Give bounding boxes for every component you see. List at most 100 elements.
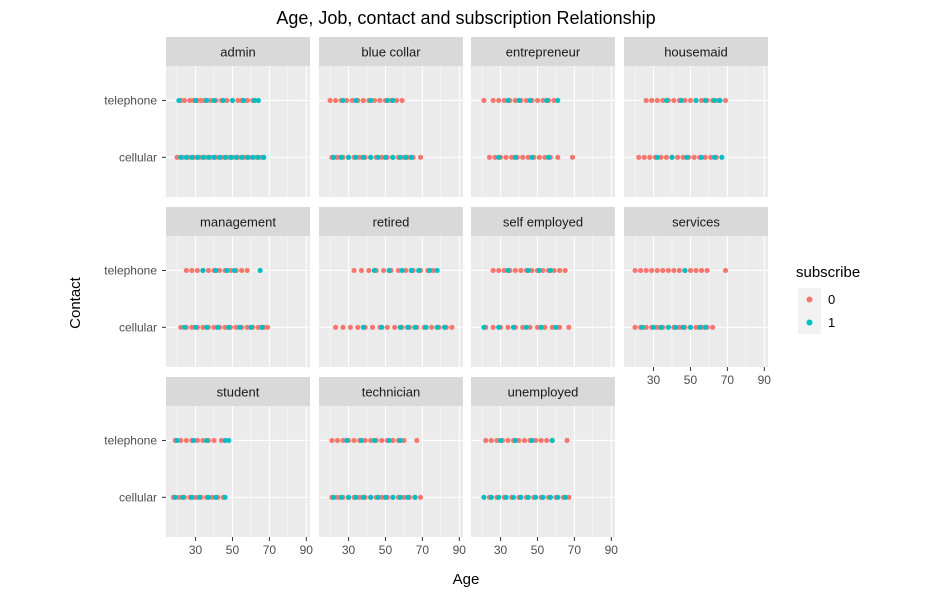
point-admin-telephone-1 xyxy=(255,97,261,104)
point-housemaid-telephone-1 xyxy=(717,97,723,104)
point-technician-telephone-1 xyxy=(386,437,392,444)
point-services-cellular-1 xyxy=(697,324,703,330)
point-housemaid-telephone-0 xyxy=(649,97,655,104)
x-tick-label-90: 90 xyxy=(453,543,467,557)
point-student-cellular-1 xyxy=(180,494,186,500)
point-services-telephone-1 xyxy=(682,267,688,274)
point-entrepreneur-cellular-0 xyxy=(492,154,498,160)
facet-label-retired: retired xyxy=(373,215,410,230)
panel-background-retired xyxy=(319,236,463,367)
point-self-employed-telephone-0 xyxy=(512,267,518,274)
point-admin-telephone-0 xyxy=(198,97,204,104)
point-management-cellular-0 xyxy=(211,324,217,330)
x-tick-label-70: 70 xyxy=(568,543,582,557)
facet-strip-housemaid xyxy=(624,37,768,66)
x-tick-label-30: 30 xyxy=(342,543,356,557)
point-technician-telephone-1 xyxy=(397,437,403,444)
point-self-employed-telephone-1 xyxy=(547,267,553,274)
point-management-telephone-0 xyxy=(244,267,250,274)
point-self-employed-telephone-0 xyxy=(540,267,546,274)
point-blue-collar-cellular-0 xyxy=(379,154,385,160)
point-management-cellular-1 xyxy=(237,324,243,330)
point-retired-telephone-1 xyxy=(434,267,440,274)
point-blue-collar-cellular-1 xyxy=(397,154,403,160)
facet-strip-student xyxy=(166,377,310,406)
point-retired-cellular-0 xyxy=(449,324,455,330)
point-entrepreneur-telephone-1 xyxy=(544,97,550,104)
point-admin-cellular-1 xyxy=(178,154,184,160)
point-blue-collar-cellular-0 xyxy=(417,154,424,160)
point-self-employed-telephone-0 xyxy=(557,267,563,274)
point-management-cellular-1 xyxy=(226,324,232,330)
point-admin-telephone-1 xyxy=(252,97,258,104)
point-unemployed-cellular-1 xyxy=(533,494,539,500)
facet-strip-blue-collar xyxy=(319,37,463,66)
point-technician-cellular-0 xyxy=(417,494,424,500)
point-technician-cellular-0 xyxy=(334,494,341,500)
point-management-cellular-1 xyxy=(259,324,265,330)
facet-strip-self-employed xyxy=(471,207,615,236)
x-tick-label-30: 30 xyxy=(647,373,661,387)
point-admin-cellular-1 xyxy=(228,154,234,160)
point-unemployed-telephone-1 xyxy=(549,437,555,444)
point-admin-cellular-1 xyxy=(255,154,261,160)
point-self-employed-telephone-1 xyxy=(525,267,531,274)
panel-background-housemaid xyxy=(624,66,768,197)
point-self-employed-cellular-0 xyxy=(505,324,511,330)
y-tick-label-cellular: cellular xyxy=(119,490,157,504)
point-management-telephone-0 xyxy=(239,267,245,274)
point-admin-cellular-1 xyxy=(233,154,239,160)
x-tick-label-30: 30 xyxy=(494,543,508,557)
point-self-employed-cellular-0 xyxy=(527,324,533,330)
point-blue-collar-cellular-1 xyxy=(353,154,359,160)
point-retired-telephone-0 xyxy=(395,267,401,274)
facet-strip-services xyxy=(624,207,768,236)
point-management-cellular-0 xyxy=(189,324,195,330)
point-retired-cellular-0 xyxy=(369,324,376,330)
point-retired-cellular-1 xyxy=(412,324,418,330)
point-blue-collar-cellular-1 xyxy=(345,154,352,160)
point-student-cellular-1 xyxy=(196,494,202,500)
point-housemaid-cellular-0 xyxy=(691,154,697,160)
point-admin-telephone-0 xyxy=(187,97,193,104)
point-management-cellular-0 xyxy=(200,324,206,330)
point-admin-telephone-0 xyxy=(207,97,213,104)
point-admin-cellular-1 xyxy=(183,154,189,160)
point-technician-cellular-1 xyxy=(412,494,418,500)
y-tick-label-cellular: cellular xyxy=(119,320,157,334)
point-blue-collar-cellular-1 xyxy=(390,154,396,160)
point-retired-cellular-1 xyxy=(434,324,440,330)
point-retired-cellular-0 xyxy=(429,324,435,330)
y-tick-label-telephone: telephone xyxy=(104,433,157,447)
point-unemployed-telephone-0 xyxy=(564,437,570,444)
point-technician-cellular-1 xyxy=(353,494,359,500)
point-entrepreneur-cellular-0 xyxy=(520,154,526,160)
facet-panels: admin cellular telephone blue collar entrepr… xyxy=(104,37,771,557)
point-student-telephone-0 xyxy=(183,437,189,444)
y-axis-title: Contact xyxy=(67,276,84,329)
point-technician-cellular-1 xyxy=(338,494,344,500)
point-unemployed-telephone-0 xyxy=(521,437,528,444)
point-admin-telephone-1 xyxy=(204,97,210,104)
point-management-cellular-0 xyxy=(233,324,239,330)
point-services-cellular-1 xyxy=(639,324,646,330)
x-tick-label-30: 30 xyxy=(189,543,203,557)
facet-label-unemployed: unemployed xyxy=(508,385,579,400)
point-blue-collar-telephone-0 xyxy=(333,97,339,104)
point-entrepreneur-cellular-1 xyxy=(496,154,502,160)
point-self-employed-telephone-0 xyxy=(501,267,507,274)
panel-background-unemployed xyxy=(471,406,615,537)
point-self-employed-telephone-0 xyxy=(518,267,524,274)
point-self-employed-cellular-0 xyxy=(534,324,541,330)
point-blue-collar-telephone-0 xyxy=(393,97,400,104)
point-self-employed-cellular-1 xyxy=(523,324,529,330)
point-housemaid-cellular-0 xyxy=(680,154,686,160)
point-housemaid-cellular-1 xyxy=(684,154,690,160)
point-student-cellular-0 xyxy=(176,494,182,500)
point-retired-telephone-0 xyxy=(358,267,365,274)
point-services-cellular-0 xyxy=(632,324,638,330)
facet-strip-entrepreneur xyxy=(471,37,615,66)
point-self-employed-telephone-0 xyxy=(551,267,557,274)
point-management-telephone-0 xyxy=(194,267,200,274)
